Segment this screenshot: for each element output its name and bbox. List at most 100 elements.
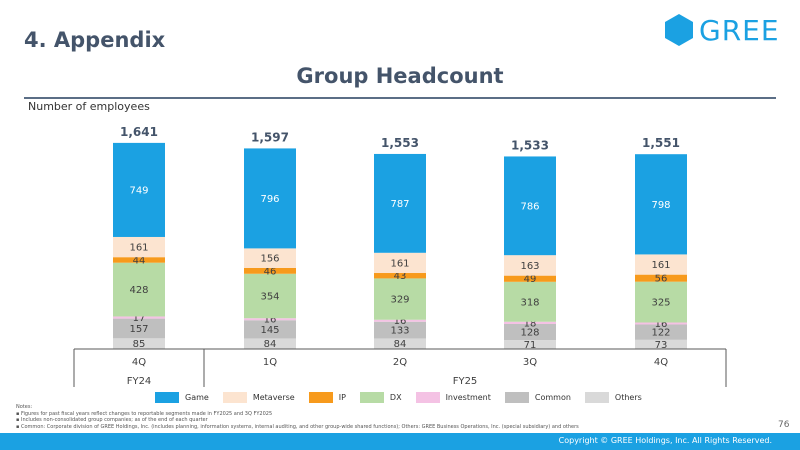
footnotes: Notes: Figures for past fiscal years ref… <box>16 404 579 430</box>
total-label: 1,551 <box>642 136 680 150</box>
data-label: 428 <box>129 285 148 296</box>
data-label: 787 <box>390 199 409 210</box>
legend-label-metaverse: Metaverse <box>252 393 295 402</box>
legend-item-metaverse: Metaverse <box>222 392 295 403</box>
bar-segment-game <box>244 148 296 249</box>
data-label: 325 <box>651 298 670 309</box>
legend-label-investment: Investment <box>445 393 491 402</box>
bar-segment-investment <box>504 321 556 325</box>
total-label: 1,597 <box>251 130 289 144</box>
data-label: 354 <box>260 291 279 302</box>
legend-item-common: Common <box>504 392 571 403</box>
bar-segment-metaverse <box>504 255 556 276</box>
legend-swatch-ip <box>308 392 333 403</box>
slide-title: Group Headcount <box>296 64 504 88</box>
legend-label-common: Common <box>534 393 571 402</box>
bar-segment-common <box>504 324 556 341</box>
data-label: 71 <box>524 340 537 351</box>
bar-segment-metaverse <box>374 252 426 274</box>
bar-segment-others <box>244 338 296 349</box>
bar-segment-dx <box>244 273 296 319</box>
bar-segment-common <box>635 324 687 340</box>
bar-segment-ip <box>113 257 165 263</box>
logo-text: GREE <box>699 13 780 47</box>
bar-segment-ip <box>374 273 426 279</box>
bar-segment-game <box>374 153 426 253</box>
bar-segment-investment <box>113 316 165 319</box>
data-label: 161 <box>651 260 670 271</box>
category-tick-label: 1Q <box>263 357 277 368</box>
bar-segment-game <box>113 142 165 237</box>
note-line: Includes non-consolidated group companie… <box>16 417 579 424</box>
total-label: 1,533 <box>511 138 549 152</box>
data-label: 16 <box>655 319 668 330</box>
data-label: 73 <box>655 340 668 351</box>
data-label: 133 <box>390 326 409 337</box>
page-number: 76 <box>778 420 790 430</box>
data-label: 49 <box>524 274 537 285</box>
bar-segment-game <box>635 154 687 255</box>
bar-segment-metaverse <box>635 254 687 275</box>
data-label: 161 <box>390 258 409 269</box>
bar-segment-metaverse <box>244 248 296 268</box>
data-label: 161 <box>129 243 148 254</box>
note-line: Figures for past fiscal years reflect ch… <box>16 411 579 418</box>
bar-segment-common <box>374 321 426 339</box>
bar-segment-ip <box>504 275 556 282</box>
bar-segment-others <box>374 338 426 349</box>
legend-swatch-common <box>504 392 529 403</box>
data-label: 122 <box>651 328 670 339</box>
bar-segment-investment <box>635 322 687 325</box>
headcount-stacked-bar-chart: 8515717428441617491,6414Q841451635446156… <box>73 125 727 387</box>
data-label: 786 <box>520 201 539 212</box>
data-label: 145 <box>260 325 279 336</box>
legend-label-game: Game <box>185 393 209 402</box>
bar-segment-dx <box>635 281 687 323</box>
bar-segment-game <box>504 156 556 256</box>
legend-swatch-others <box>584 392 609 403</box>
category-tick-label: 4Q <box>132 357 146 368</box>
data-label: 749 <box>129 185 148 196</box>
legend-swatch-dx <box>359 392 384 403</box>
bar-segment-others <box>635 339 687 349</box>
legend-swatch-metaverse <box>222 392 247 403</box>
data-label: 18 <box>524 318 537 329</box>
y-axis-label: Number of employees <box>28 100 150 113</box>
bar-segment-common <box>113 318 165 339</box>
footer-bar: Copyright © GREE Holdings, Inc. All Righ… <box>0 433 800 450</box>
data-label: 157 <box>129 324 148 335</box>
data-label: 163 <box>520 261 539 272</box>
category-tick-label: 4Q <box>654 357 668 368</box>
data-label: 17 <box>133 313 146 324</box>
legend-item-ip: IP <box>308 392 346 403</box>
bar-segment-dx <box>374 278 426 320</box>
fiscal-year-label: FY25 <box>453 376 478 387</box>
legend-swatch-investment <box>415 392 440 403</box>
hexagon-logo-icon <box>665 14 693 46</box>
data-label: 85 <box>133 339 146 350</box>
data-label: 46 <box>264 266 277 277</box>
legend-label-ip: IP <box>338 393 346 402</box>
bar-segment-investment <box>374 319 426 322</box>
fiscal-year-label: FY24 <box>127 376 152 387</box>
data-label: 796 <box>260 194 279 205</box>
bar-segment-investment <box>244 318 296 321</box>
total-label: 1,641 <box>120 125 158 139</box>
data-label: 156 <box>260 254 279 265</box>
copyright-text: Copyright © GREE Holdings, Inc. All Righ… <box>558 436 772 445</box>
notes-heading: Notes: <box>16 404 33 410</box>
data-label: 798 <box>651 200 670 211</box>
data-label: 318 <box>520 297 539 308</box>
title-divider <box>24 97 776 99</box>
data-label: 56 <box>655 274 668 285</box>
data-label: 43 <box>394 271 407 282</box>
category-tick-label: 2Q <box>393 357 407 368</box>
bar-segment-metaverse <box>113 236 165 258</box>
legend-item-investment: Investment <box>415 392 491 403</box>
legend-label-dx: DX <box>389 393 402 402</box>
legend-item-game: Game <box>155 392 209 403</box>
bar-segment-dx <box>113 262 165 317</box>
data-label: 16 <box>264 315 277 326</box>
chart-legend: Game Metaverse IP DX Investment Common O… <box>155 392 656 403</box>
bar-segment-others <box>113 338 165 349</box>
